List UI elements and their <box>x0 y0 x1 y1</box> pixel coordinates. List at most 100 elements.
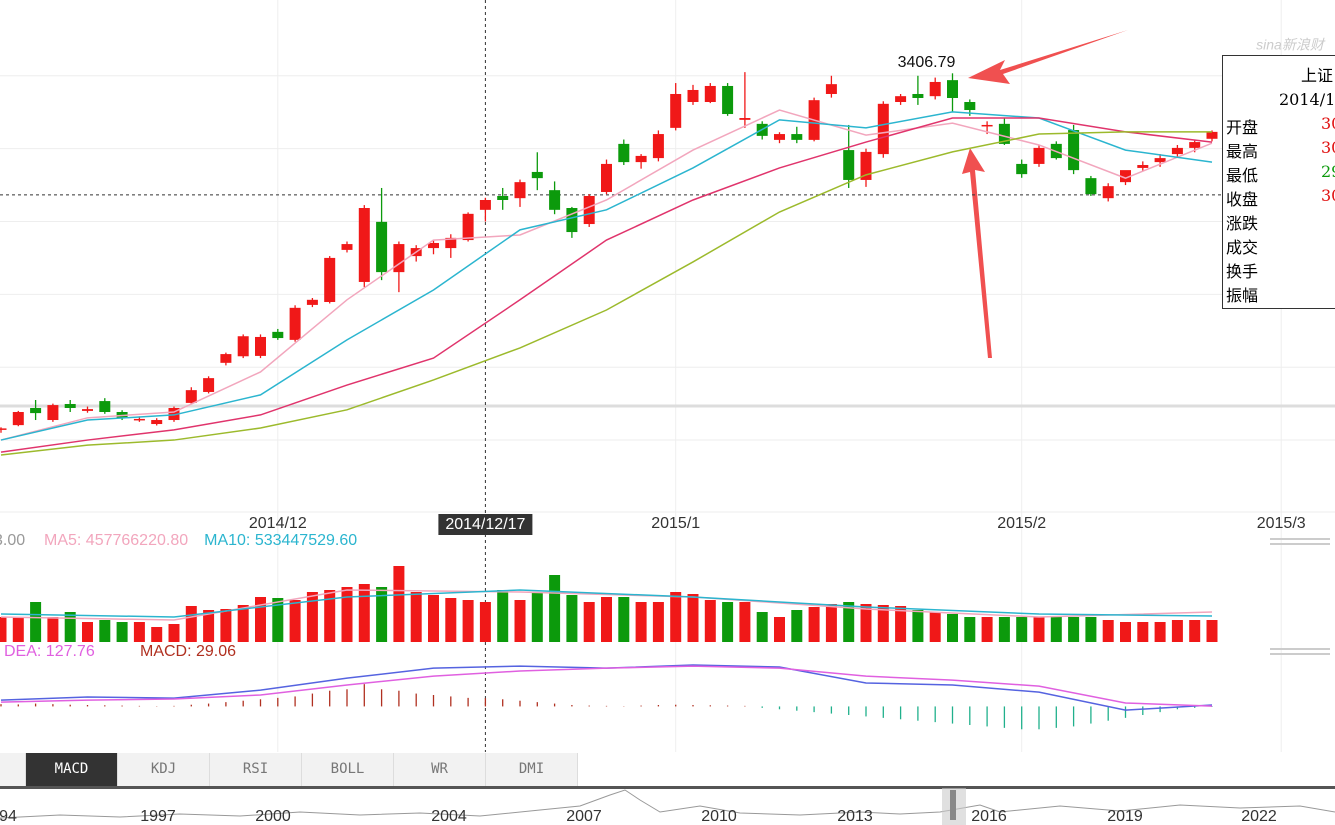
overview-year: 2013 <box>837 808 873 825</box>
tab[interactable]: RSI <box>210 753 302 786</box>
volume-bar <box>583 602 595 642</box>
volume-bar <box>445 598 457 642</box>
candle-body <box>1189 142 1201 148</box>
volume-bar <box>255 597 266 642</box>
candle-body <box>185 390 197 403</box>
volume-bar <box>1120 622 1131 642</box>
volume-bar <box>393 566 405 642</box>
tab[interactable]: MACD <box>26 753 118 786</box>
volume-bar <box>272 598 284 642</box>
grid <box>0 0 1335 752</box>
volume-bar <box>1085 617 1097 642</box>
volume-bar <box>981 617 993 642</box>
candle-body <box>514 182 526 199</box>
volume-bar <box>670 592 682 642</box>
volume-bar <box>1206 620 1218 642</box>
candle-body <box>220 354 232 363</box>
candle-body <box>722 85 734 115</box>
candle-body <box>877 103 889 155</box>
candle-body <box>704 85 716 102</box>
candle-body <box>0 428 7 430</box>
candle-body <box>1137 165 1149 168</box>
volume-bar <box>30 602 42 642</box>
candle-body <box>203 378 215 392</box>
volume-bar <box>912 610 924 642</box>
overview-year: 2010 <box>701 808 737 825</box>
volume-bar <box>479 602 491 642</box>
volume-bar <box>82 622 93 642</box>
candle-body <box>82 409 93 411</box>
volume-bar <box>652 602 664 642</box>
overview-handle[interactable] <box>950 790 956 820</box>
candle-body <box>739 118 751 120</box>
volume-bar <box>947 614 958 642</box>
candle-body <box>601 163 612 192</box>
candle-body <box>462 213 474 241</box>
candle-body <box>549 190 561 210</box>
info-label: 收盘 <box>1226 190 1259 209</box>
candle-body <box>306 299 318 305</box>
candle-body <box>445 237 457 249</box>
candle-body <box>1033 147 1045 164</box>
volume-bar <box>739 602 751 642</box>
volume-bar <box>462 600 474 642</box>
volume-bar <box>618 597 630 642</box>
candle-body <box>1206 131 1218 139</box>
candle-body <box>341 244 353 250</box>
info-label: 成交 <box>1226 238 1259 257</box>
candle-body <box>791 134 803 140</box>
volume-bar <box>289 600 301 642</box>
candle-body <box>825 84 837 94</box>
candle-body <box>774 134 785 140</box>
volume-bar <box>410 592 422 642</box>
candle-body <box>12 412 24 426</box>
volume-bar <box>220 609 232 642</box>
candle-body <box>289 307 301 340</box>
candle-body <box>843 150 855 180</box>
candle-body <box>964 102 976 111</box>
volume-bar <box>1102 620 1114 642</box>
overview-year: 2007 <box>566 808 602 825</box>
info-date: 2014/12 <box>1279 90 1335 109</box>
volume-bar <box>64 612 76 642</box>
candle-body <box>168 408 180 421</box>
info-label: 换手 <box>1226 262 1259 281</box>
panel-dots <box>1270 538 1330 655</box>
tabs: MACD KDJ RSI BOLL WR DMI <box>0 753 578 786</box>
candle-body <box>428 242 439 249</box>
volume-legend: MA10: 533447529.60 <box>204 532 357 549</box>
info-value: 30 <box>1321 114 1335 133</box>
candle-body <box>947 80 958 98</box>
volume-bar <box>531 592 543 642</box>
candle-body <box>895 96 907 102</box>
ma-line <box>0 109 1213 441</box>
volume-bar <box>151 627 163 642</box>
volume-bar <box>1016 617 1028 642</box>
overview-year: 2000 <box>255 808 291 825</box>
candle-body <box>99 401 111 413</box>
macd-line <box>0 664 1213 711</box>
volume-legend: MA5: 457766220.80 <box>44 532 188 549</box>
candle-body <box>479 199 491 210</box>
volume-bar <box>341 587 353 642</box>
overview-year: 94 <box>0 808 17 825</box>
candle-body <box>635 155 647 163</box>
volume-legend: 3.00 <box>0 532 25 549</box>
overview-year: 2019 <box>1107 808 1143 825</box>
volume-bar <box>497 590 509 642</box>
tab[interactable]: WR <box>394 753 486 786</box>
volume-bar <box>1137 622 1149 642</box>
candle-body <box>687 89 699 102</box>
info-label: 涨跌 <box>1226 214 1259 233</box>
volume-bar <box>1068 617 1080 642</box>
tab[interactable]: BOLL <box>302 753 394 786</box>
candle-body <box>860 151 872 180</box>
arrow <box>962 148 992 358</box>
high-label: 3406.79 <box>898 54 956 71</box>
tab[interactable]: DMI <box>486 753 578 786</box>
volume-bar <box>549 575 561 642</box>
tab[interactable]: KDJ <box>118 753 210 786</box>
x-tick-label: 2015/1 <box>651 515 700 532</box>
volume-bar <box>1050 617 1062 642</box>
